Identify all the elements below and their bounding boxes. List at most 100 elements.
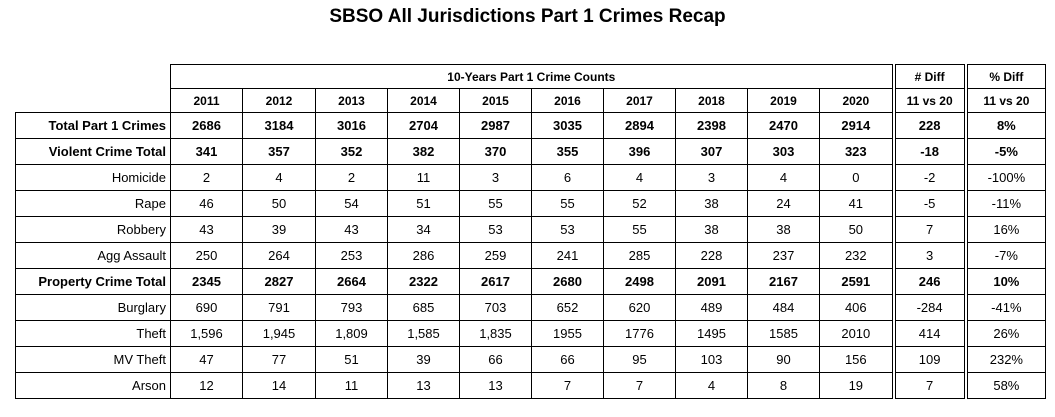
cell: 253 [315,242,388,269]
data-row: Arson 12 14 11 13 13 7 7 4 8 19 7 58% [15,372,1047,399]
cell: 2617 [459,268,532,295]
cell: 1495 [675,320,748,347]
cell: 3 [459,164,532,191]
cell: 8% [963,112,1047,139]
cell: 484 [747,294,820,321]
row-label: Total Part 1 Crimes [15,112,171,139]
data-row: Theft 1,596 1,945 1,809 1,585 1,835 1955 1776 14… [15,320,1047,347]
cell: 90 [747,346,820,373]
cell: 228 [891,112,967,139]
cell: 3184 [242,112,316,139]
cell: -18 [891,138,967,165]
diff-header: # Diff [891,64,967,89]
cell: 0 [818,164,895,191]
cell: 2591 [818,268,895,295]
data-row: Property Crime Total 2345 2827 2664 2322 2617… [15,268,1047,295]
cell: 237 [747,242,820,269]
cell: 791 [242,294,316,321]
empty-cell [16,89,171,113]
cell: 11 [315,372,388,399]
cell: 406 [818,294,895,321]
cell: 793 [315,294,388,321]
column-header: 2018 [675,88,748,113]
cell: 2 [315,164,388,191]
header-row: 10-Years Part 1 Crime Counts # Diff % Di… [16,64,1047,89]
cell: 4 [675,372,748,399]
cell: 414 [891,320,967,347]
column-header: 2013 [315,88,388,113]
cell: 39 [387,346,460,373]
cell: 2498 [603,268,676,295]
cell: 1585 [747,320,820,347]
cell: 3035 [531,112,604,139]
data-row: Total Part 1 Crimes 2686 3184 3016 2704 2987 3… [15,112,1047,139]
cell: 103 [675,346,748,373]
cell: 285 [603,242,676,269]
cell: 690 [170,294,243,321]
cell: 2091 [675,268,748,295]
cell: 47 [170,346,243,373]
cell: 52 [603,190,676,217]
cell: 43 [315,216,388,243]
cell: 250 [170,242,243,269]
data-row: Agg Assault 250 264 253 286 259 241 285 228 237 23… [15,242,1047,269]
cell: 323 [818,138,895,165]
cell: 2827 [242,268,316,295]
cell: 55 [603,216,676,243]
data-row: Robbery 43 39 43 34 53 53 55 38 38 50 7 16% [15,216,1047,243]
cell: 232% [963,346,1047,373]
cell: 2686 [170,112,243,139]
row-label: Property Crime Total [15,268,171,295]
cell: 3016 [315,112,388,139]
cell: 41 [818,190,895,217]
cell: 13 [387,372,460,399]
cell: -41% [963,294,1047,321]
cell: 352 [315,138,388,165]
column-header-row: 2011 2012 2013 2014 2015 2016 2017 2018 2019 2020… [16,88,1047,113]
cell: 2664 [315,268,388,295]
cell: 13 [459,372,532,399]
cell: 50 [242,190,316,217]
cell: 11 [387,164,460,191]
data-row: Burglary 690 791 793 685 703 652 620 489 484 406 -2… [15,294,1047,321]
cell: 246 [891,268,967,295]
cell: 4 [747,164,820,191]
cell: 620 [603,294,676,321]
cell: 43 [170,216,243,243]
cell: 7 [891,372,967,399]
cell: 3 [891,242,967,269]
cell: 2322 [387,268,460,295]
cell: 396 [603,138,676,165]
cell: 2470 [747,112,820,139]
cell: 357 [242,138,316,165]
cell: 10% [963,268,1047,295]
cell: 241 [531,242,604,269]
cell: 303 [747,138,820,165]
table-body: 10-Years Part 1 Crime Counts # Diff % Di… [15,64,1047,399]
cell: 2704 [387,112,460,139]
cell: 286 [387,242,460,269]
column-header: 2016 [531,88,604,113]
cell: 53 [531,216,604,243]
crime-table: 10-Years Part 1 Crime Counts # Diff % Di… [15,64,1047,399]
row-label: MV Theft [15,346,171,373]
data-row: MV Theft 47 77 51 39 66 66 95 103 90 156 109 232% [15,346,1047,373]
cell: 2167 [747,268,820,295]
cell: 1,596 [170,320,243,347]
cell: 652 [531,294,604,321]
cell: 24 [747,190,820,217]
cell: 50 [818,216,895,243]
cell: 1,809 [315,320,388,347]
cell: 355 [531,138,604,165]
cell: 7 [531,372,604,399]
cell: 55 [531,190,604,217]
data-row: Violent Crime Total 341 357 352 382 370 355 396… [15,138,1047,165]
cell: 7 [891,216,967,243]
cell: 53 [459,216,532,243]
cell: 1776 [603,320,676,347]
cell: -100% [963,164,1047,191]
cell: 46 [170,190,243,217]
cell: -2 [891,164,967,191]
column-header: 11 vs 20 [963,88,1047,113]
cell: 2987 [459,112,532,139]
